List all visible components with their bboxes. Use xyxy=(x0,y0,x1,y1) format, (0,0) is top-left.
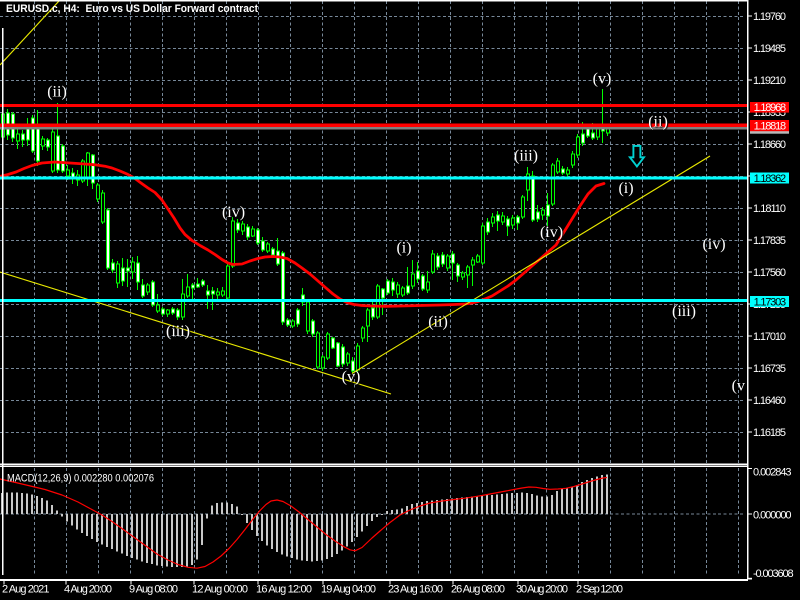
svg-text:1.18818: 1.18818 xyxy=(754,120,787,132)
svg-text:12 Aug 00:00: 12 Aug 00:00 xyxy=(192,583,248,595)
svg-text:19 Aug 04:00: 19 Aug 04:00 xyxy=(321,583,376,595)
svg-text:0.000000: 0.000000 xyxy=(753,510,792,522)
svg-text:(v): (v) xyxy=(732,378,751,395)
svg-text:(v): (v) xyxy=(342,369,361,386)
svg-text:1.17303: 1.17303 xyxy=(754,296,787,308)
svg-text:26 Aug 08:00: 26 Aug 08:00 xyxy=(451,583,505,595)
svg-text:(ii): (ii) xyxy=(648,114,668,131)
svg-text:(ii): (ii) xyxy=(47,84,67,101)
svg-text:30 Aug 20:00: 30 Aug 20:00 xyxy=(516,583,568,595)
svg-text:MACD(12,26,9) 0.002280 0.00207: MACD(12,26,9) 0.002280 0.002076 xyxy=(7,472,154,484)
svg-text:9 Aug 08:00: 9 Aug 08:00 xyxy=(129,583,178,595)
svg-text:1.19210: 1.19210 xyxy=(753,75,786,87)
svg-text:1.18660: 1.18660 xyxy=(753,139,786,151)
svg-text:(iv): (iv) xyxy=(222,204,245,221)
svg-text:(v): (v) xyxy=(593,71,612,88)
svg-text:(iii): (iii) xyxy=(514,148,538,165)
svg-text:1.16185: 1.16185 xyxy=(753,427,786,439)
svg-text:1.17010: 1.17010 xyxy=(753,331,786,343)
svg-text:(i): (i) xyxy=(618,180,633,197)
svg-text:(iv): (iv) xyxy=(702,236,725,253)
svg-text:(iv): (iv) xyxy=(540,224,563,241)
svg-text:2 Sep 12:00: 2 Sep 12:00 xyxy=(576,583,623,595)
svg-text:1.18110: 1.18110 xyxy=(753,203,786,215)
svg-text:(iii): (iii) xyxy=(166,323,190,340)
svg-text:4 Aug 20:00: 4 Aug 20:00 xyxy=(64,583,112,595)
svg-text:1.18362: 1.18362 xyxy=(754,173,787,185)
svg-text:1.17560: 1.17560 xyxy=(753,267,786,279)
svg-text:2 Aug 2021: 2 Aug 2021 xyxy=(2,583,50,595)
svg-text:1.16735: 1.16735 xyxy=(753,363,786,375)
svg-text:1.19760: 1.19760 xyxy=(753,11,786,23)
svg-text:1.19485: 1.19485 xyxy=(753,43,786,55)
svg-text:(i): (i) xyxy=(396,240,411,257)
svg-text:(iii): (iii) xyxy=(672,303,696,320)
svg-text:1.18968: 1.18968 xyxy=(754,102,787,114)
svg-text:-0.003608: -0.003608 xyxy=(753,568,794,580)
svg-text:1.17835: 1.17835 xyxy=(753,235,786,247)
svg-text:0.002843: 0.002843 xyxy=(753,467,792,479)
svg-text:1.16460: 1.16460 xyxy=(753,395,786,407)
svg-text:(ii): (ii) xyxy=(428,314,448,331)
svg-text:EURUSD.c, H4: Euro vs US Doll: EURUSD.c, H4: Euro vs US Dollar Forward … xyxy=(6,3,258,15)
svg-text:16 Aug 12:00: 16 Aug 12:00 xyxy=(256,583,312,595)
svg-text:23 Aug 16:00: 23 Aug 16:00 xyxy=(388,583,443,595)
